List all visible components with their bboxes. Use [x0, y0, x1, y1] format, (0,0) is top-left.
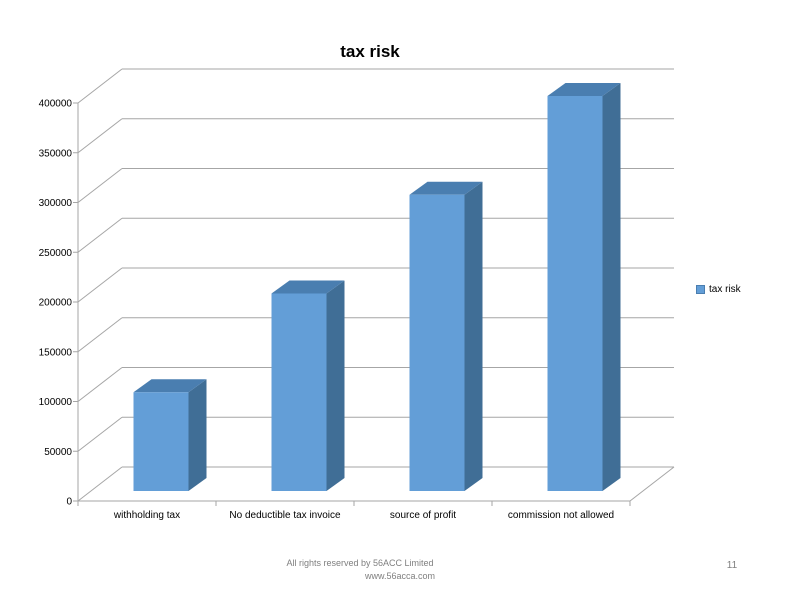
gridline-diagonal: [77, 68, 123, 104]
gridline-diagonal: [77, 168, 123, 203]
y-axis-label: 400000: [39, 99, 73, 110]
slide-page-number: 11: [726, 560, 738, 571]
chart-title: tax risk: [340, 42, 400, 61]
y-axis-label: 150000: [39, 347, 73, 358]
y-axis-label: 50000: [44, 447, 72, 458]
bar-side-face[interactable]: [464, 181, 483, 491]
gridline-diagonal: [77, 217, 123, 253]
footer-rights-text: All rights reserved by 56ACC Limited: [286, 558, 434, 568]
y-axis-label: 200000: [39, 298, 73, 309]
legend-marker-icon: [696, 285, 705, 294]
floor-right-edge: [629, 466, 675, 502]
bar[interactable]: [547, 96, 603, 491]
bar-top-face[interactable]: [271, 280, 345, 294]
y-axis-label: 300000: [39, 198, 73, 209]
bar-top-face[interactable]: [547, 83, 621, 96]
y-axis-label: 350000: [39, 148, 73, 159]
bar-side-face[interactable]: [188, 379, 207, 491]
gridline-diagonal: [77, 466, 123, 502]
gridline-diagonal: [77, 416, 123, 452]
gridline-diagonal: [77, 118, 123, 154]
y-axis-label: 250000: [39, 248, 73, 259]
legend[interactable]: tax risk: [696, 284, 741, 295]
y-axis-label: 0: [66, 497, 72, 508]
category-label: No deductible tax invoice: [229, 510, 341, 521]
footer-website-text: www.56acca.com: [364, 571, 436, 581]
y-axis-label: 100000: [39, 397, 73, 408]
gridline-diagonal: [77, 317, 123, 353]
category-label: commission not allowed: [508, 510, 614, 521]
gridline-diagonal: [77, 367, 123, 402]
bar[interactable]: [271, 293, 327, 492]
bar-side-face[interactable]: [326, 280, 345, 492]
category-label: withholding tax: [113, 510, 180, 521]
category-label: source of profit: [390, 510, 456, 521]
gridline-diagonal: [77, 267, 123, 303]
bar[interactable]: [409, 194, 465, 491]
legend-label: tax risk: [709, 284, 741, 295]
bar[interactable]: [133, 392, 189, 491]
bar-top-face[interactable]: [133, 379, 207, 393]
bar-side-face[interactable]: [602, 83, 621, 491]
bar-top-face[interactable]: [409, 181, 483, 195]
